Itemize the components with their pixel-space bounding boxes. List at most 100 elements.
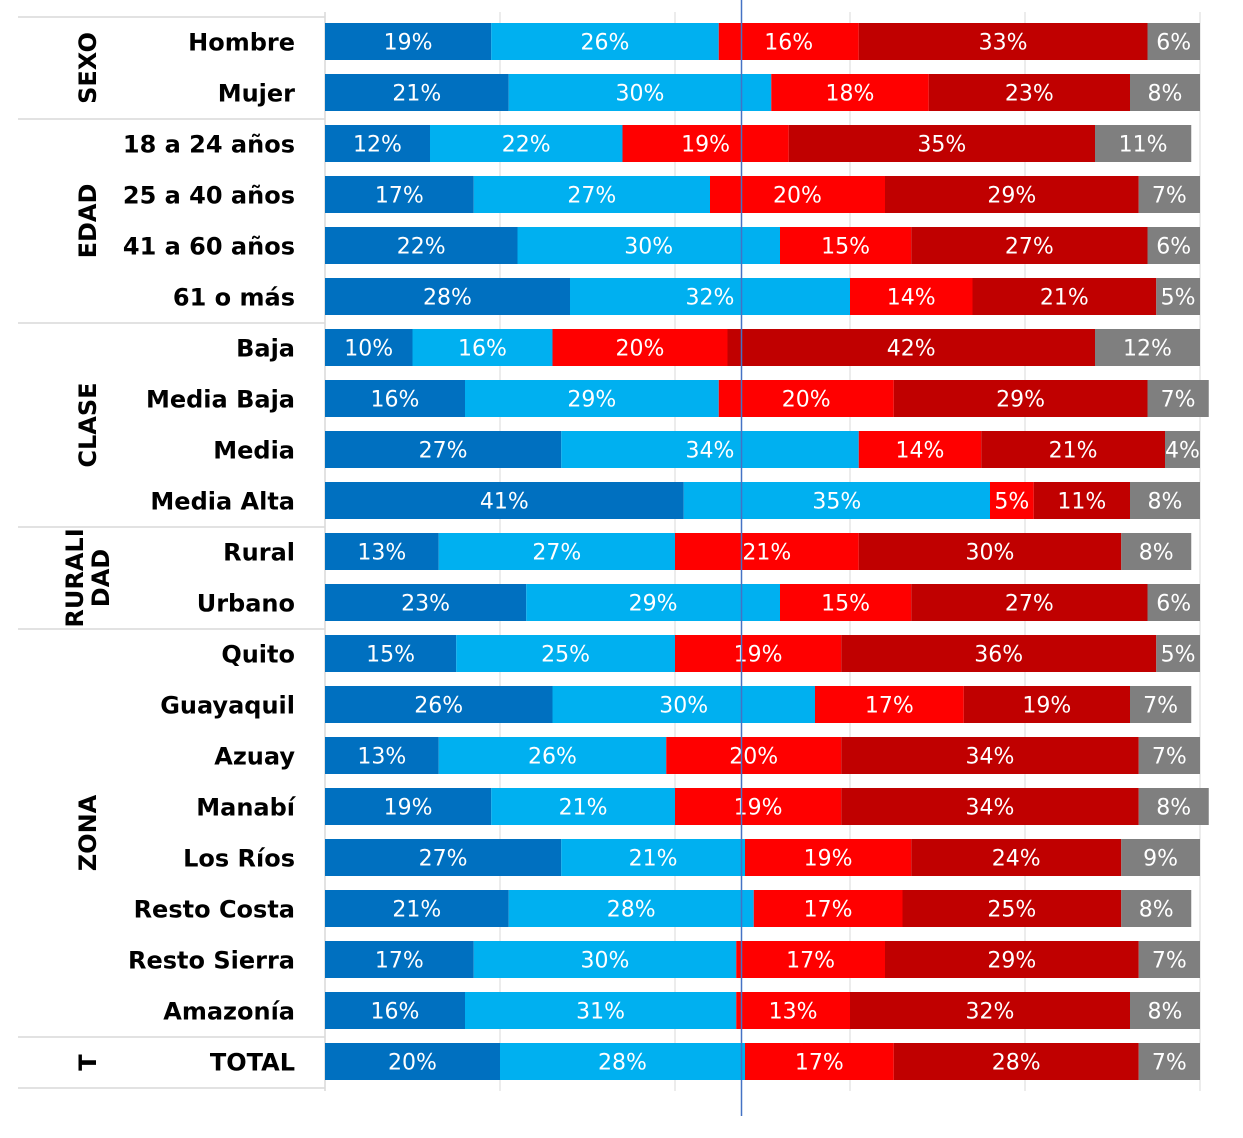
data-label: 14% xyxy=(887,286,936,311)
data-label: 4% xyxy=(1165,439,1200,464)
category-label: Resto Sierra xyxy=(128,947,295,975)
data-label: 17% xyxy=(375,949,424,974)
bar-segment xyxy=(963,686,1130,723)
bar-segment xyxy=(465,380,719,417)
bar-segment xyxy=(1121,839,1200,876)
category-label: Los Ríos xyxy=(183,845,295,873)
bar-segment xyxy=(1130,686,1192,723)
bar-segment xyxy=(325,74,509,111)
data-label: 20% xyxy=(616,337,665,362)
bar-segment xyxy=(972,278,1157,315)
data-label: 7% xyxy=(1152,184,1187,209)
bar-segment xyxy=(1147,584,1200,621)
data-label: 7% xyxy=(1152,745,1187,770)
category-label: Rural xyxy=(223,539,295,567)
data-label: 30% xyxy=(966,541,1015,566)
data-label: 19% xyxy=(804,847,853,872)
bar-segment xyxy=(456,635,675,672)
data-label: 14% xyxy=(896,439,945,464)
bar-segment xyxy=(473,176,710,213)
data-label: 17% xyxy=(865,694,914,719)
bar-segment xyxy=(1156,278,1200,315)
data-label: 35% xyxy=(812,490,861,515)
bar-segment xyxy=(325,227,518,264)
category-label: Baja xyxy=(236,335,295,363)
bar-segment xyxy=(325,686,553,723)
data-label: 21% xyxy=(1049,439,1098,464)
bar-segment xyxy=(1138,1043,1200,1080)
data-label: 8% xyxy=(1148,1000,1183,1025)
bar-segment xyxy=(622,125,789,162)
data-label: 15% xyxy=(366,643,415,668)
group-label: ZONA xyxy=(74,794,102,871)
group-label: CLASE xyxy=(74,382,102,467)
bar-segment xyxy=(902,890,1122,927)
bar-segment xyxy=(675,533,859,570)
bar-segment xyxy=(745,1043,894,1080)
bar-segment xyxy=(1147,380,1209,417)
data-label: 26% xyxy=(581,31,630,56)
bar-segment xyxy=(325,125,430,162)
data-label: 15% xyxy=(821,592,870,617)
bar-segment xyxy=(815,686,964,723)
data-label: 8% xyxy=(1148,82,1183,107)
data-label: 30% xyxy=(616,82,665,107)
data-label: 24% xyxy=(992,847,1041,872)
bar-segment xyxy=(885,176,1139,213)
bar-segment xyxy=(508,890,754,927)
bar-segment xyxy=(517,227,780,264)
x-tick-label: 80% xyxy=(998,1135,1051,1138)
category-label: Urbano xyxy=(197,590,295,618)
category-label: Azuay xyxy=(214,743,295,771)
data-label: 29% xyxy=(987,949,1036,974)
data-label: 5% xyxy=(994,490,1029,515)
bar-segment xyxy=(710,176,885,213)
bar-segment xyxy=(325,329,413,366)
bar-segment xyxy=(736,992,850,1029)
data-label: 30% xyxy=(624,235,673,260)
category-label: Hombre xyxy=(188,29,295,57)
bar-segment xyxy=(1138,176,1200,213)
data-label: 13% xyxy=(357,541,406,566)
category-label: TOTAL xyxy=(210,1049,295,1077)
data-label: 10% xyxy=(344,337,393,362)
bar-segment xyxy=(893,1043,1139,1080)
data-label: 20% xyxy=(729,745,778,770)
bar-segment xyxy=(325,533,439,570)
bar-segment xyxy=(1165,431,1200,468)
group-label: EDAD xyxy=(74,184,102,259)
data-label: 19% xyxy=(384,31,433,56)
bar-segment xyxy=(325,431,562,468)
bar-segment xyxy=(1138,941,1200,978)
data-label: 29% xyxy=(629,592,678,617)
bar-segment xyxy=(1121,890,1192,927)
bar-segment xyxy=(780,227,912,264)
bar-segment xyxy=(841,788,1139,825)
bar-segment xyxy=(683,482,990,519)
data-label: 27% xyxy=(419,439,468,464)
data-label: 15% xyxy=(821,235,870,260)
data-label: 21% xyxy=(629,847,678,872)
bar-segment xyxy=(325,23,492,60)
data-label: 31% xyxy=(576,1000,625,1025)
data-label: 19% xyxy=(1022,694,1071,719)
data-label: 22% xyxy=(502,133,551,158)
data-label: 30% xyxy=(581,949,630,974)
data-labels: 19% 26% 16% 33% 6% 21% 30% 18% 23% 8% 12% 22% 19% 35%… xyxy=(344,31,1200,1076)
data-label: 16% xyxy=(371,388,420,413)
bar-segment xyxy=(736,941,885,978)
bar-segment xyxy=(1033,482,1130,519)
bar-segment xyxy=(771,74,929,111)
x-tick-label: 40% xyxy=(648,1135,701,1138)
data-label: 6% xyxy=(1156,592,1191,617)
data-label: 26% xyxy=(414,694,463,719)
data-label: 13% xyxy=(769,1000,818,1025)
data-label: 17% xyxy=(786,949,835,974)
data-label: 41% xyxy=(480,490,529,515)
bar-segment xyxy=(430,125,623,162)
data-label: 12% xyxy=(1123,337,1172,362)
data-label: 34% xyxy=(966,796,1015,821)
category-label: Media xyxy=(213,437,295,465)
data-label: 42% xyxy=(887,337,936,362)
